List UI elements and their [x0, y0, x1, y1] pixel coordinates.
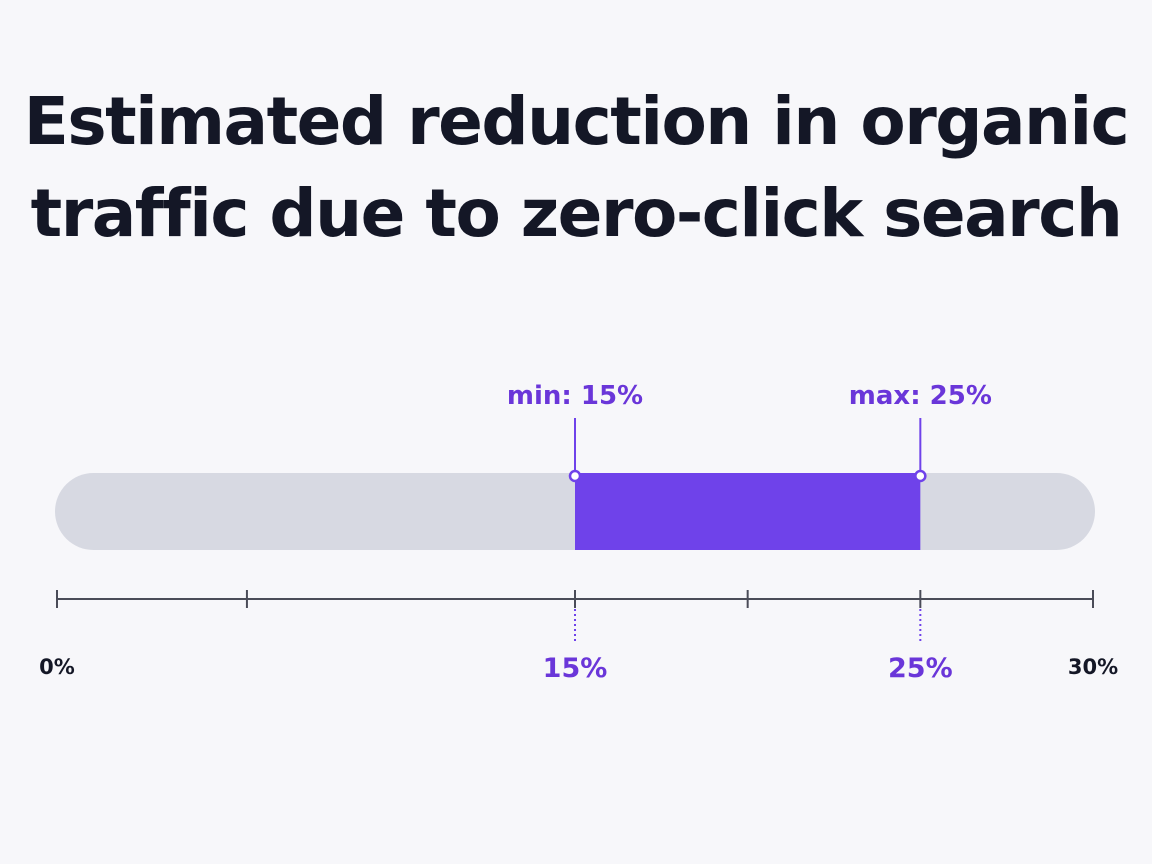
- marker-label-0: min: 15%: [507, 381, 643, 411]
- marker-dot-1: [914, 469, 927, 483]
- axis-ticks: [56, 590, 1094, 608]
- marker-dot-0: [568, 469, 582, 483]
- chart-title: Estimated reduction in organic traffic d…: [0, 76, 1152, 260]
- tick-label-3: 30%: [1068, 655, 1118, 679]
- tick-label-2: 25%: [888, 653, 953, 684]
- axis-guides: [574, 609, 922, 643]
- tick-label-1: 15%: [543, 653, 608, 684]
- tick-label-0: 0%: [39, 655, 75, 679]
- range-fill: [575, 473, 921, 550]
- chart-title-line-1: Estimated reduction in organic: [23, 83, 1130, 160]
- chart-title-line-2: traffic due to zero-click search: [30, 175, 1123, 252]
- axis-tick-labels: 0% 15% 25% 30%: [39, 653, 1118, 684]
- range-markers: min: 15% max: 25%: [507, 381, 992, 483]
- marker-label-1: max: 25%: [849, 381, 992, 411]
